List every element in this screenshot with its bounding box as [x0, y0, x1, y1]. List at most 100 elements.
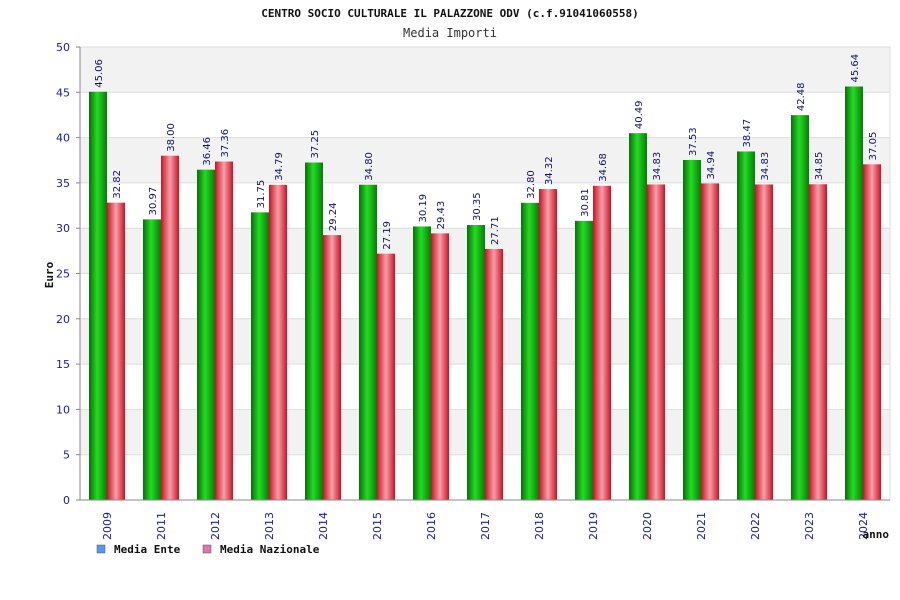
bar-media-nazionale [863, 164, 881, 500]
bar-media-nazionale [593, 185, 611, 500]
legend: Media Ente Media Nazionale [96, 543, 320, 556]
x-tick-label: 2019 [587, 512, 600, 540]
y-tick-label: 20 [56, 313, 70, 326]
legend-label-media-nazionale: Media Nazionale [220, 543, 320, 556]
chart-title: CENTRO SOCIO CULTURALE IL PALAZZONE ODV … [261, 7, 639, 20]
bar-media-ente [575, 220, 593, 501]
data-label: 34.94 [706, 151, 717, 180]
x-tick-label: 2011 [155, 512, 168, 540]
data-label: 40.49 [634, 101, 645, 130]
plot-band [80, 47, 890, 93]
data-label: 30.35 [472, 192, 483, 221]
x-tick-label: 2022 [749, 512, 762, 540]
y-tick-label: 15 [56, 358, 70, 371]
y-tick-label: 5 [63, 449, 70, 462]
data-labels-group: 45.06 32.82 30.97 38.00 36.46 37.36 31.75 34.79… [94, 54, 879, 250]
bar-media-ente [629, 133, 647, 501]
bar-media-ente [413, 226, 431, 500]
bar-media-nazionale [107, 202, 125, 500]
data-label: 34.85 [814, 152, 825, 181]
bar-media-nazionale [701, 183, 719, 500]
x-tick-label: 2023 [803, 512, 816, 540]
legend-swatch-media-ente [96, 544, 106, 554]
bar-media-ente [89, 91, 107, 500]
y-axis-ticks: 0 5 10 15 20 25 30 35 40 45 50 [56, 41, 80, 507]
bar-media-nazionale [377, 253, 395, 500]
bar-media-nazionale [809, 184, 827, 500]
bar-media-nazionale [323, 235, 341, 500]
data-label: 37.25 [310, 130, 321, 159]
data-label: 29.43 [436, 201, 447, 230]
y-tick-label: 25 [56, 268, 70, 281]
data-label: 30.19 [418, 194, 429, 223]
data-label: 34.79 [274, 152, 285, 181]
y-tick-label: 0 [63, 494, 70, 507]
data-label: 37.53 [688, 127, 699, 156]
x-tick-label: 2024 [857, 512, 870, 540]
data-label: 27.19 [382, 221, 393, 250]
data-label: 34.83 [760, 152, 771, 181]
x-tick-label: 2017 [479, 512, 492, 540]
bar-media-ente [521, 202, 539, 500]
y-tick-label: 50 [56, 41, 70, 54]
data-label: 34.32 [544, 156, 555, 185]
bar-media-nazionale [755, 184, 773, 501]
y-tick-label: 45 [56, 86, 70, 99]
x-tick-label: 2018 [533, 512, 546, 540]
data-label: 38.00 [166, 123, 177, 152]
data-label: 45.06 [94, 59, 105, 88]
x-axis-ticks: 2009 2011 2012 2013 2014 2015 2016 2017 2018 2019… [101, 512, 870, 540]
data-label: 36.46 [202, 137, 213, 166]
y-tick-label: 35 [56, 177, 70, 190]
x-tick-label: 2016 [425, 512, 438, 540]
bar-media-nazionale [161, 155, 179, 500]
x-tick-label: 2009 [101, 512, 114, 540]
data-label: 31.75 [256, 180, 267, 209]
bar-media-ente [467, 225, 485, 501]
data-label: 32.82 [112, 170, 123, 199]
x-tick-label: 2014 [317, 512, 330, 540]
bar-media-nazionale [215, 161, 233, 500]
x-tick-label: 2013 [263, 512, 276, 540]
bar-media-nazionale [269, 184, 287, 500]
data-label: 34.80 [364, 152, 375, 181]
bar-media-ente [737, 151, 755, 501]
data-label: 37.05 [868, 132, 879, 161]
bar-media-ente [251, 212, 269, 500]
bar-media-ente [845, 86, 863, 501]
legend-label-media-ente: Media Ente [114, 543, 181, 556]
data-label: 34.83 [652, 152, 663, 181]
bar-media-nazionale [431, 233, 449, 500]
y-axis-label: Euro [43, 261, 56, 288]
bar-media-ente [791, 115, 809, 501]
y-tick-label: 10 [56, 403, 70, 416]
x-tick-label: 2020 [641, 512, 654, 540]
bar-media-ente [143, 219, 161, 500]
plot-band [80, 92, 890, 138]
data-label: 38.47 [742, 119, 753, 148]
data-label: 27.71 [490, 216, 501, 245]
data-label: 30.81 [580, 188, 591, 217]
y-tick-label: 40 [56, 132, 70, 145]
y-tick-label: 30 [56, 222, 70, 235]
x-axis-label: anno [863, 528, 890, 541]
bar-media-nazionale [539, 189, 557, 501]
data-label: 42.48 [796, 82, 807, 111]
bar-media-ente [683, 159, 701, 500]
data-label: 37.36 [220, 129, 231, 158]
data-label: 29.24 [328, 202, 339, 231]
bar-media-ente [305, 162, 323, 500]
bar-media-nazionale [485, 248, 503, 500]
bar-media-ente [359, 184, 377, 500]
data-label: 30.97 [148, 187, 159, 216]
data-label: 32.80 [526, 170, 537, 199]
x-tick-label: 2021 [695, 512, 708, 540]
bars-group [89, 86, 881, 501]
bar-media-ente [197, 169, 215, 500]
data-label: 34.68 [598, 153, 609, 182]
x-tick-label: 2012 [209, 512, 222, 540]
data-label: 45.64 [850, 54, 861, 83]
chart-subtitle: Media Importi [403, 26, 497, 40]
x-tick-label: 2015 [371, 512, 384, 540]
